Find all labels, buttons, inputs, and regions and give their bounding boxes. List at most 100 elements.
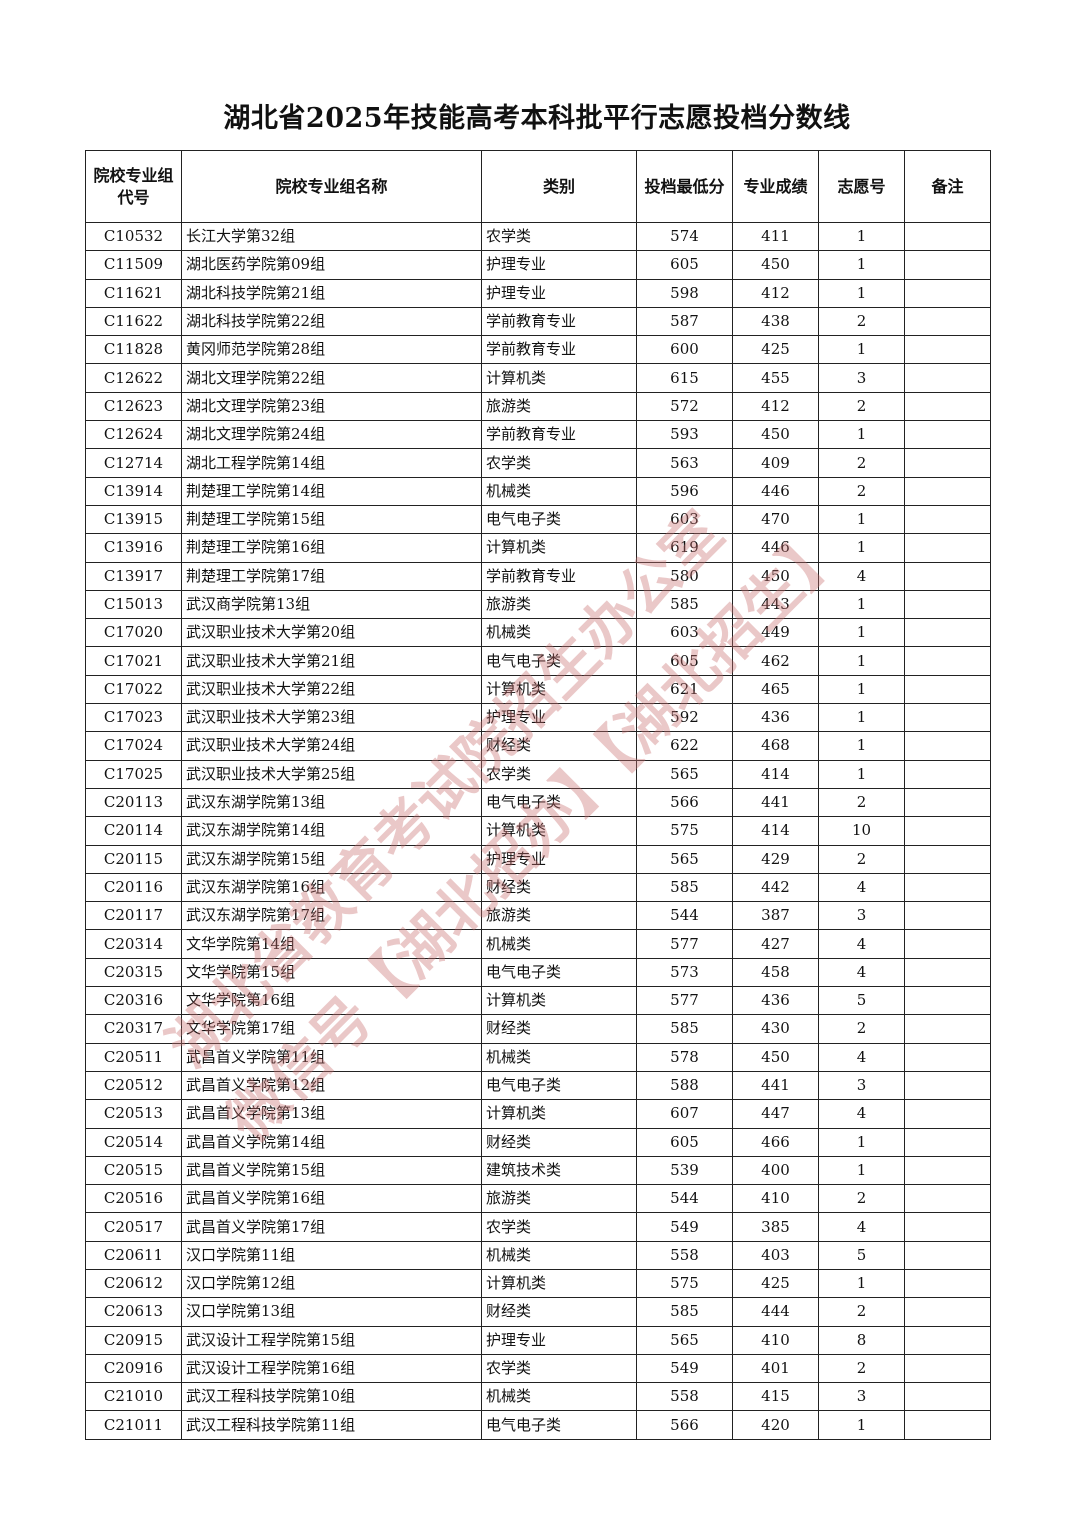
remarks	[904, 1410, 991, 1440]
major-score: 441	[732, 787, 819, 818]
table-row: C20512 武昌首义学院第12组 电气电子类 588 441 3	[85, 1070, 991, 1101]
header-group-name: 院校专业组名称	[181, 150, 482, 223]
header-choice-number: 志愿号	[818, 150, 905, 223]
remarks	[904, 787, 991, 818]
remarks	[904, 1127, 991, 1157]
major-score: 427	[732, 929, 819, 959]
remarks	[904, 1297, 991, 1327]
group-code: C10532	[85, 221, 182, 252]
remarks	[904, 731, 991, 761]
choice-number: 1	[818, 731, 905, 761]
category: 护理专业	[481, 703, 637, 733]
category: 机械类	[481, 618, 637, 648]
group-code: C20511	[85, 1042, 182, 1072]
group-name: 武汉工程科技学院第10组	[181, 1382, 482, 1412]
category: 机械类	[481, 1240, 637, 1270]
table-row: C21010 武汉工程科技学院第10组 机械类 558 415 3	[85, 1382, 991, 1412]
choice-number: 1	[818, 618, 905, 648]
choice-number: 5	[818, 986, 905, 1016]
min-score: 585	[636, 589, 733, 620]
major-score: 415	[732, 1382, 819, 1412]
choice-number: 4	[818, 1099, 905, 1129]
min-score: 558	[636, 1240, 733, 1270]
choice-number: 1	[818, 250, 905, 280]
remarks	[904, 872, 991, 903]
major-score: 470	[732, 504, 819, 535]
remarks	[904, 1184, 991, 1214]
table-row: C17024 武汉职业技术大学第24组 财经类 622 468 1	[85, 731, 991, 761]
group-name: 汉口学院第12组	[181, 1268, 482, 1299]
group-name: 武汉东湖学院第13组	[181, 787, 482, 818]
major-score: 414	[732, 759, 819, 789]
min-score: 577	[636, 929, 733, 959]
major-score: 442	[732, 872, 819, 903]
group-code: C20513	[85, 1099, 182, 1129]
choice-number: 2	[818, 1014, 905, 1044]
min-score: 622	[636, 731, 733, 761]
choice-number: 10	[818, 816, 905, 846]
min-score: 574	[636, 221, 733, 252]
group-code: C11622	[85, 306, 182, 337]
min-score: 600	[636, 335, 733, 365]
group-name: 武昌首义学院第12组	[181, 1070, 482, 1101]
major-score: 446	[732, 476, 819, 506]
group-name: 武汉东湖学院第16组	[181, 872, 482, 903]
table-row: C20516 武昌首义学院第16组 旅游类 544 410 2	[85, 1184, 991, 1214]
remarks	[904, 391, 991, 422]
remarks	[904, 589, 991, 620]
table-row: C11828 黄冈师范学院第28组 学前教育专业 600 425 1	[85, 335, 991, 365]
min-score: 565	[636, 1325, 733, 1355]
table-row: C20515 武昌首义学院第15组 建筑技术类 539 400 1	[85, 1155, 991, 1186]
choice-number: 4	[818, 1042, 905, 1072]
group-code: C20317	[85, 1014, 182, 1044]
group-code: C17024	[85, 731, 182, 761]
major-score: 447	[732, 1099, 819, 1129]
group-name: 文华学院第15组	[181, 957, 482, 988]
remarks	[904, 1070, 991, 1101]
min-score: 573	[636, 957, 733, 988]
table-header-row: 院校专业组 代号 院校专业组名称 类别 投档最低分 专业成绩 志愿号 备注	[85, 150, 991, 223]
table-row: C20317 文华学院第17组 财经类 585 430 2	[85, 1014, 991, 1044]
table-row: C20117 武汉东湖学院第17组 旅游类 544 387 3	[85, 901, 991, 931]
remarks	[904, 448, 991, 478]
min-score: 592	[636, 703, 733, 733]
table-row: C20611 汉口学院第11组 机械类 558 403 5	[85, 1240, 991, 1270]
major-score: 409	[732, 448, 819, 478]
remarks	[904, 504, 991, 535]
table-row: C12714 湖北工程学院第14组 农学类 563 409 2	[85, 448, 991, 478]
choice-number: 2	[818, 476, 905, 506]
min-score: 621	[636, 674, 733, 705]
remarks	[904, 476, 991, 506]
group-name: 武昌首义学院第14组	[181, 1127, 482, 1157]
choice-number: 2	[818, 1353, 905, 1384]
min-score: 539	[636, 1155, 733, 1186]
min-score: 619	[636, 533, 733, 563]
category: 电气电子类	[481, 957, 637, 988]
remarks	[904, 618, 991, 648]
table-row: C11622 湖北科技学院第22组 学前教育专业 587 438 2	[85, 306, 991, 337]
major-score: 462	[732, 646, 819, 676]
group-name: 武昌首义学院第11组	[181, 1042, 482, 1072]
group-code: C15013	[85, 589, 182, 620]
group-name: 武汉东湖学院第14组	[181, 816, 482, 846]
table-row: C12624 湖北文理学院第24组 学前教育专业 593 450 1	[85, 420, 991, 450]
group-name: 湖北文理学院第23组	[181, 391, 482, 422]
major-score: 436	[732, 986, 819, 1016]
group-code: C17021	[85, 646, 182, 676]
category: 财经类	[481, 1014, 637, 1044]
choice-number: 1	[818, 221, 905, 252]
major-score: 387	[732, 901, 819, 931]
table-row: C21011 武汉工程科技学院第11组 电气电子类 566 420 1	[85, 1410, 991, 1440]
group-code: C12624	[85, 420, 182, 450]
min-score: 549	[636, 1212, 733, 1242]
group-name: 汉口学院第11组	[181, 1240, 482, 1270]
remarks	[904, 674, 991, 705]
group-code: C11621	[85, 278, 182, 308]
category: 农学类	[481, 759, 637, 789]
category: 旅游类	[481, 901, 637, 931]
choice-number: 1	[818, 646, 905, 676]
group-name: 武汉设计工程学院第15组	[181, 1325, 482, 1355]
group-name: 湖北文理学院第22组	[181, 363, 482, 393]
group-code: C20114	[85, 816, 182, 846]
category: 学前教育专业	[481, 306, 637, 337]
